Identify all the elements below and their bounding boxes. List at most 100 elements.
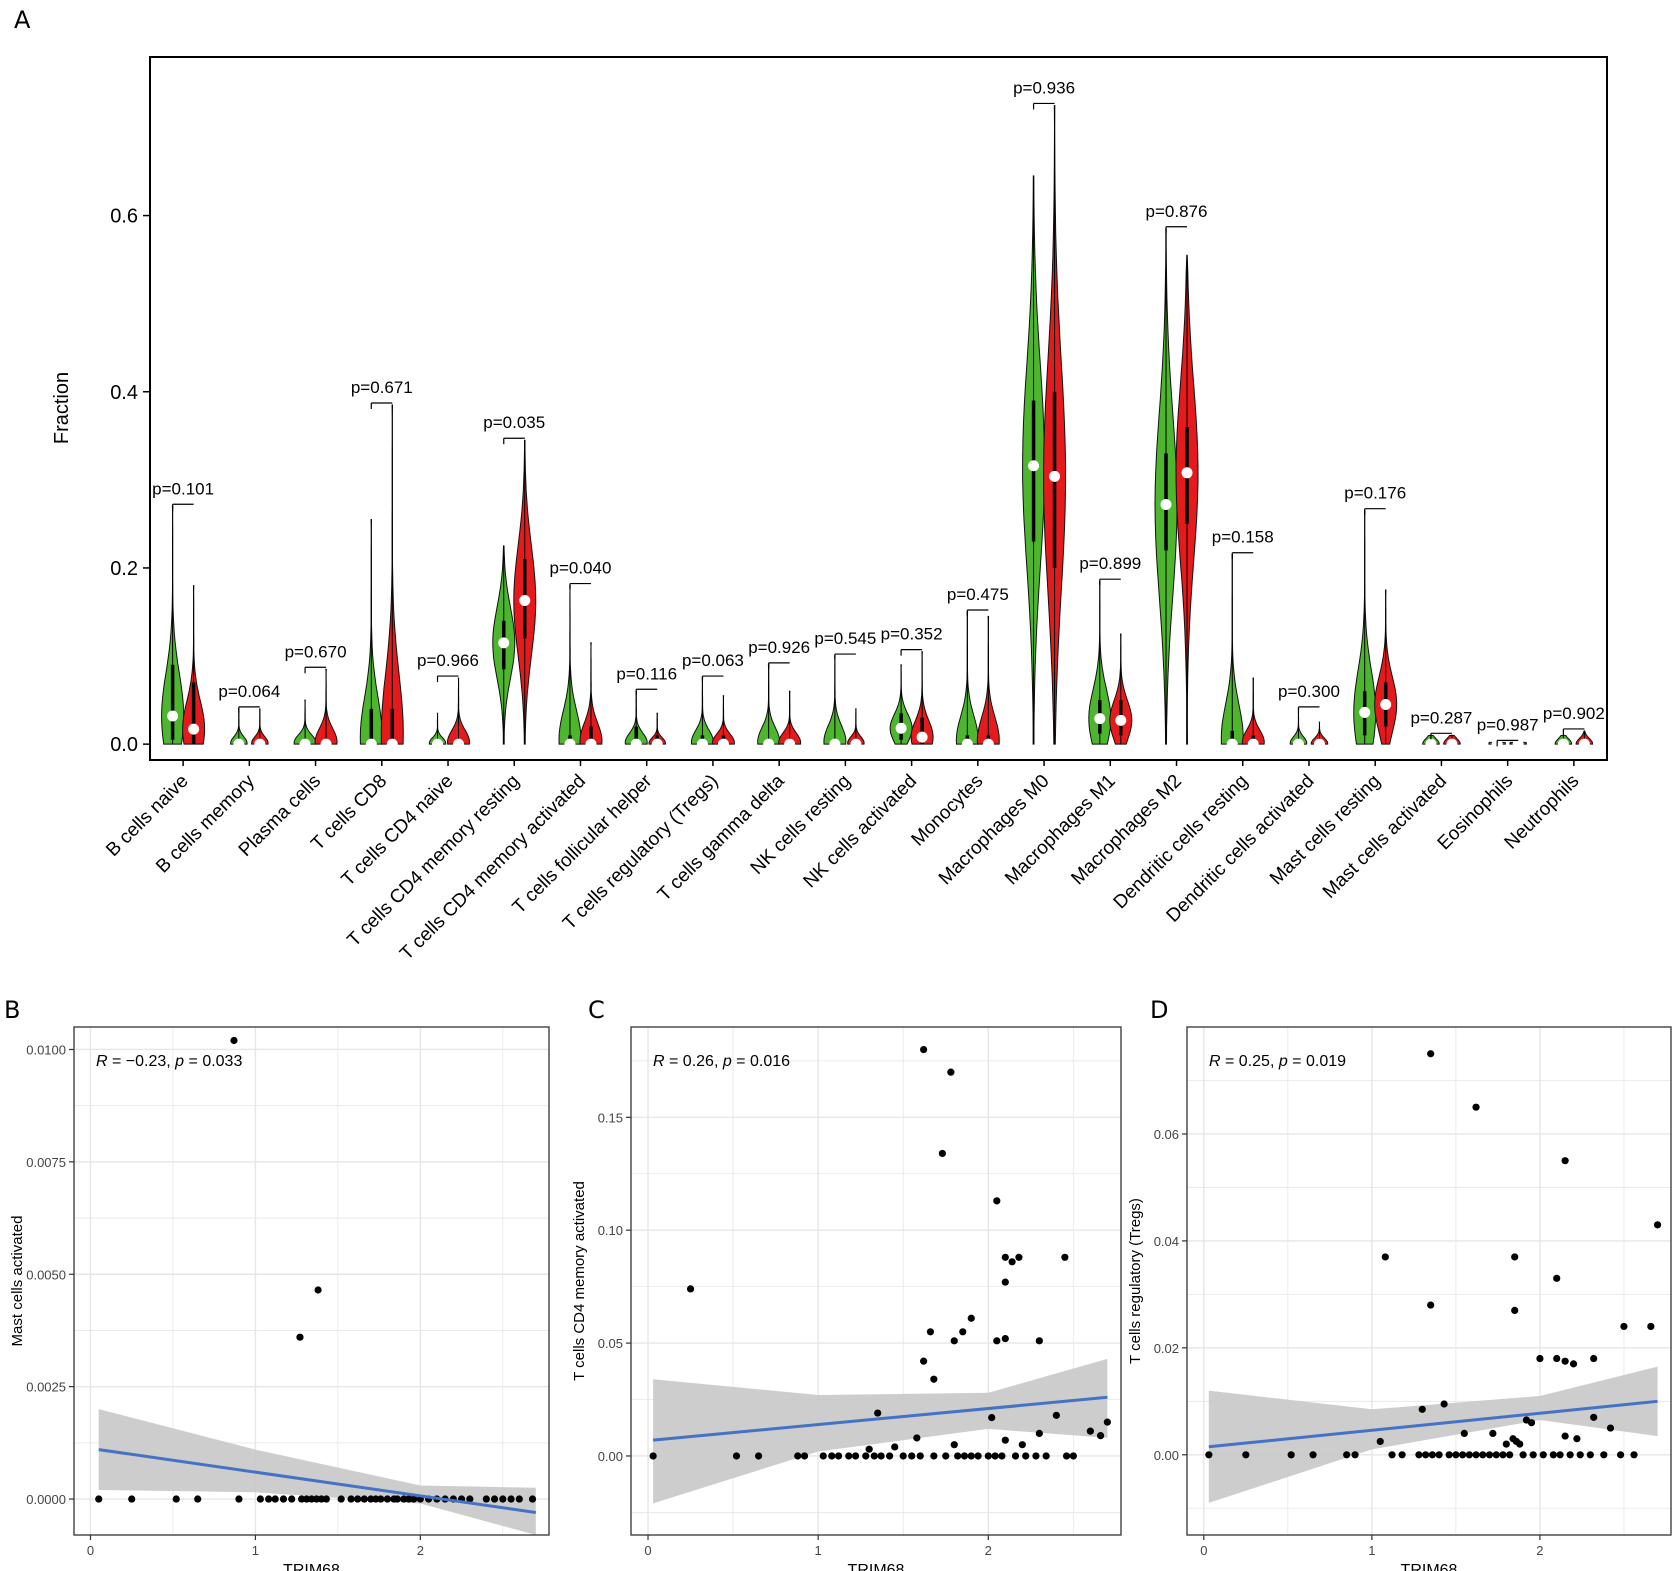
data-point [913,1434,921,1442]
y-axis-label: Mast cells activated [9,1216,26,1347]
x-tick-label: 2 [417,1543,424,1558]
p-value-label: p=0.475 [947,585,1009,604]
data-point [1022,1452,1030,1460]
data-point [1008,1258,1016,1266]
data-point [1086,1427,1094,1435]
data-point [1062,1452,1071,1460]
x-tick-label: 0 [87,1543,94,1558]
data-point [1573,1435,1581,1443]
median-dot [651,738,663,750]
data-point [1015,1253,1023,1261]
data-point [1061,1253,1069,1261]
data-point [1561,1432,1569,1440]
p-value-label: p=0.063 [682,651,744,670]
data-point [1561,1357,1569,1365]
data-point [1511,1253,1519,1261]
p-value-label: p=0.966 [417,651,479,670]
data-point [172,1495,180,1503]
median-dot [299,738,311,750]
data-point [1459,1451,1467,1459]
correlation-annotation: R = 0.25, p = 0.019 [1209,1053,1346,1070]
data-point [930,1452,938,1460]
y-tick-label: 0.06 [1154,1127,1179,1142]
data-point [1388,1451,1396,1459]
data-point [1586,1451,1594,1459]
data-point [1606,1424,1615,1432]
x-tick-label: 1 [815,1543,822,1558]
data-point [1549,1451,1557,1459]
p-value-label: p=0.936 [1013,78,1075,97]
data-point [1452,1451,1460,1459]
median-dot [320,738,332,750]
data-point [874,1409,882,1417]
data-point [1428,1451,1436,1459]
median-dot [432,738,444,750]
correlation-annotation: R = −0.23, p = 0.033 [96,1053,242,1070]
p-value-label: p=0.987 [1477,715,1539,734]
x-tick-label: 0 [644,1543,651,1558]
data-point [967,1452,975,1460]
data-point [235,1495,243,1503]
data-point [1630,1451,1638,1459]
median-dot [1313,738,1325,750]
y-axis-label: Fraction [51,372,73,444]
data-point [649,1452,657,1460]
y-axis-label: T cells CD4 memory activated [571,1181,588,1381]
median-dot [1247,738,1259,750]
data-point [865,1445,873,1453]
data-point [1422,1451,1430,1459]
data-point [1242,1451,1250,1459]
data-point [1001,1253,1009,1261]
y-tick-label: 0.0100 [26,1042,66,1057]
data-point [1561,1157,1569,1165]
data-point [372,1495,380,1503]
median-dot [453,738,465,750]
data-point [499,1495,507,1503]
median-dot [763,738,775,750]
y-tick-label: 0.00 [598,1449,623,1464]
panel-label-c: C [588,996,605,1024]
data-point [899,1452,907,1460]
data-point [993,1337,1001,1345]
median-dot [1359,706,1371,718]
data-point [230,1036,238,1045]
data-point [1472,1451,1480,1459]
median-dot [1425,738,1437,750]
median-dot [1292,738,1304,750]
data-point [354,1495,362,1503]
data-point [877,1452,885,1460]
plot-frame [1186,1026,1672,1536]
data-point [794,1452,802,1460]
data-point [288,1495,296,1503]
median-dot [498,637,510,649]
data-point [1502,1440,1510,1448]
p-value-label: p=0.040 [550,559,612,578]
data-point [1205,1451,1213,1459]
median-dot [850,738,862,750]
median-dot [188,723,200,735]
correlation-annotation: R = 0.26, p = 0.016 [653,1053,790,1070]
median-dot [167,710,179,722]
data-point [1445,1451,1453,1459]
data-point [998,1452,1006,1460]
data-point [1001,1334,1009,1343]
data-point [1566,1451,1574,1459]
data-point [828,1452,836,1460]
data-point [926,1328,935,1336]
median-dot [1446,738,1458,750]
y-tick-label: 0.0075 [26,1155,66,1170]
data-point [1460,1429,1468,1437]
p-value-label: p=0.926 [748,638,810,657]
data-point [1647,1322,1655,1331]
data-point [834,1452,843,1460]
p-value-label: p=0.287 [1410,708,1472,727]
panel-label-a: A [14,6,31,34]
data-point [393,1495,401,1503]
x-tick-label: 1 [252,1543,259,1558]
y-axis-label: T cells regulatory (Tregs) [1127,1198,1144,1364]
data-point [916,1452,924,1460]
data-point [1418,1405,1426,1413]
data-point [991,1452,999,1460]
